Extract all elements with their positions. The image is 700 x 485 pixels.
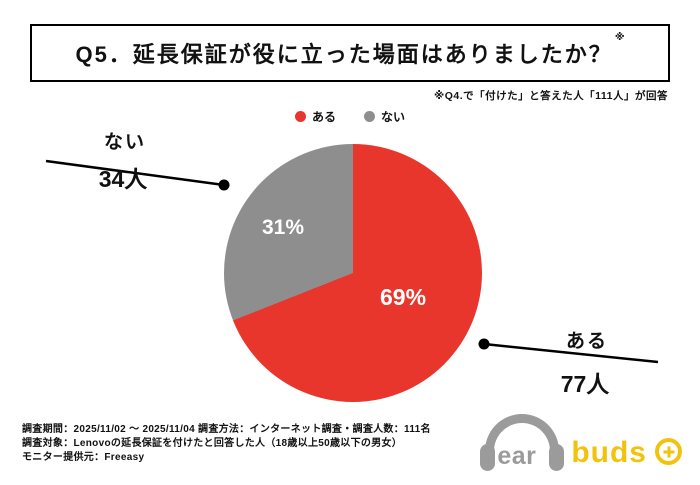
legend-item-aru: ある — [294, 108, 336, 125]
pie-percent-aru: 69% — [380, 284, 427, 310]
callout-nai-count: 34人 — [98, 166, 148, 192]
pie-percent-nai: 31% — [262, 216, 305, 239]
leader-dot-aru-icon — [478, 338, 490, 350]
survey-info-line2: 調査対象：Lenovoの延長保証を付けたと回答した人（18歳以上50歳以下の男女… — [22, 438, 403, 449]
page-title: Q5．延長保証が役に立った場面はありましたか？ — [75, 42, 613, 67]
page-title-box: Q5．延長保証が役に立った場面はありましたか？ ※ — [30, 24, 670, 82]
title-note-mark: ※ — [614, 32, 625, 43]
footnote: ※Q4.で「付けた」と答えた人「111人」が回答 — [434, 90, 668, 102]
logo-text-ear: ear — [497, 442, 537, 470]
legend: ある ない — [0, 108, 700, 125]
circle-plus-icon — [655, 438, 682, 465]
headphone-icon: ear — [473, 412, 575, 472]
callout-aru-label: ある — [565, 331, 608, 352]
survey-info-line1: 調査期間：2025/11/02 ～ 2025/11/04 調査方法：インターネッ… — [22, 424, 431, 435]
legend-label-aru: ある — [311, 110, 336, 124]
legend-dot-gray-icon — [364, 111, 375, 122]
legend-dot-red-icon — [294, 111, 306, 122]
survey-info: 調査期間：2025/11/02 ～ 2025/11/04 調査方法：インターネッ… — [22, 423, 431, 465]
pie-chart — [224, 144, 482, 402]
legend-item-nai: ない — [364, 108, 405, 125]
logo-text-buds: buds — [571, 436, 647, 469]
legend-label-nai: ない — [381, 110, 406, 124]
callout-aru-count: 77人 — [560, 371, 610, 397]
leader-dot-nai-icon — [218, 179, 230, 191]
callout-nai-label: ない — [103, 132, 146, 153]
earbuds-logo: ear buds — [473, 408, 682, 472]
survey-info-line3: モニター提供元：Freeasy — [22, 452, 145, 463]
